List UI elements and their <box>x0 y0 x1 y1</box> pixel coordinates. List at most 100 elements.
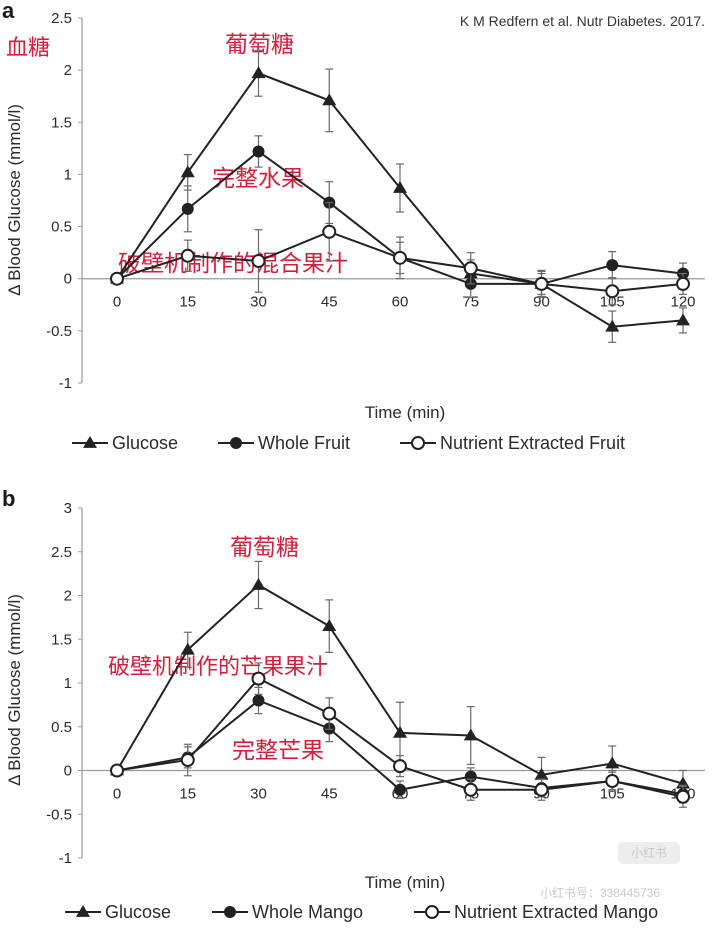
panel-b-data-point <box>251 671 266 686</box>
panel-b-data-point <box>463 782 478 797</box>
panel-a-xtick-label: 30 <box>250 294 267 311</box>
watermark-id: 小红书号：338445736 <box>540 885 660 900</box>
panel-a-annotation-whole-fruit: 完整水果 <box>212 166 304 192</box>
panel-b-ytick-label: 3 <box>64 500 72 517</box>
panel-b-data-point <box>605 774 620 788</box>
panel-b-data-point <box>534 767 549 780</box>
panel-b-ytick-label: -0.5 <box>46 806 72 823</box>
panel-a-data-point <box>393 250 407 265</box>
panel-a-xtick-label: 120 <box>670 294 695 311</box>
panel-a-legend-marker <box>83 436 97 448</box>
panel-a-series-2 <box>110 201 690 306</box>
panel-a-legend-label: Whole Fruit <box>258 433 350 453</box>
panel-b-xtick-label: 0 <box>113 786 121 803</box>
panel-b-data-point <box>393 725 407 738</box>
panel-b-legend-label: Glucose <box>105 902 171 922</box>
panel-a-ytick-label: 2.5 <box>51 10 72 27</box>
panel-a-annotation-blood-glucose: 血糖 <box>6 36 50 61</box>
panel-b-data-point <box>322 706 337 721</box>
panel-a-annotation-blended-juice: 破壁机制作的混合果汁 <box>118 251 348 277</box>
panel-a-data-point <box>181 202 194 215</box>
panel-b-legend-marker <box>425 905 439 919</box>
citation-text: K M Redfern et al. Nutr Diabetes. 2017. <box>460 13 705 29</box>
panel-b-data-point <box>394 783 406 796</box>
panel-a-xtick-label: 0 <box>113 294 121 311</box>
panel-a-data-point <box>463 261 478 276</box>
panel-a-data-point <box>605 319 620 332</box>
panel-a-data-point <box>180 248 195 263</box>
panel-a-xtick-label: 45 <box>321 294 338 311</box>
panel-a-xtick-label: 15 <box>179 294 196 311</box>
panel-a-ytick-label: 2 <box>64 62 72 79</box>
panel-b-data-point <box>463 728 478 741</box>
panel-b-series-2 <box>110 662 690 808</box>
panel-b-ylabel: Δ Blood Glucose (mmol/l) <box>5 594 24 786</box>
panel-b-ytick-label: 2 <box>64 588 72 605</box>
panel-a-xtick-label: 60 <box>392 294 409 311</box>
panel-a-data-point <box>606 259 619 272</box>
panel-b-ytick-label: 1.5 <box>51 631 72 648</box>
panel-a-ytick-label: 0 <box>64 271 72 288</box>
panel-b-annotation-glucose: 葡萄糖 <box>230 535 299 561</box>
panel-b-data-point <box>322 619 337 632</box>
panel-b-ytick-label: 1 <box>64 675 72 692</box>
panel-b-ytick-label: 0.5 <box>51 719 72 736</box>
watermark-brand: 小红书 <box>631 845 667 860</box>
watermark-badge <box>618 842 680 864</box>
panel-a-data-point <box>676 276 690 291</box>
panel-b-data-point <box>180 753 195 767</box>
panel-a-data-point <box>322 93 337 106</box>
panel-b-annotation-whole-mango: 完整芒果 <box>232 738 324 764</box>
panel-a-ytick-label: 1 <box>64 166 72 183</box>
panel-b-legend-marker <box>224 906 236 918</box>
panel-a-ytick-label: -0.5 <box>46 323 72 340</box>
panel-a-data-point <box>605 284 620 299</box>
panel-b-xtick-label: 15 <box>179 786 196 803</box>
watermark: 小红书 小红书号：338445736 <box>540 842 680 900</box>
panel-a-xtick-label: 75 <box>462 294 479 311</box>
panel-a-legend-label: Glucose <box>112 433 178 453</box>
panel-a-data-point <box>251 253 266 268</box>
panel-a-xlabel: Time (min) <box>365 403 446 422</box>
panel-b-legend-marker <box>76 905 90 917</box>
panel-b-data-point <box>110 763 124 778</box>
panel-b-xtick-label: 30 <box>250 786 267 803</box>
panel-b-ytick-label: -1 <box>59 850 72 867</box>
panel-a: a Δ Blood Glucose (mmol/l) Time (min) 血糖… <box>2 0 705 453</box>
panel-a-annotation-glucose: 葡萄糖 <box>225 32 294 58</box>
panel-b-legend-label: Whole Mango <box>252 902 363 922</box>
panel-a-legend-marker <box>411 436 425 450</box>
panel-a-letter: a <box>2 0 15 23</box>
panel-a-xtick-label: 90 <box>533 294 550 311</box>
panel-b-legend-label: Nutrient Extracted Mango <box>454 902 658 922</box>
panel-a-data-point <box>252 145 265 158</box>
panel-b-data-point <box>534 782 549 797</box>
panel-b-annotation-mango-juice: 破壁机制作的芒果果汁 <box>108 655 328 680</box>
panel-b-xtick-label: 105 <box>600 786 625 803</box>
panel-b: b Δ Blood Glucose (mmol/l) Time (min) 葡萄… <box>2 486 705 922</box>
panel-a-data-point <box>676 313 690 326</box>
panel-b-series-0 <box>110 560 690 798</box>
panel-b-data-point <box>180 642 195 655</box>
panel-b-letter: b <box>2 486 15 511</box>
panel-b-data-point <box>605 756 620 769</box>
panel-a-data-point <box>251 66 266 79</box>
panel-a-legend-marker <box>230 437 242 449</box>
panel-a-ylabel: Δ Blood Glucose (mmol/l) <box>5 104 24 296</box>
panel-b-xtick-label: 45 <box>321 786 338 803</box>
panel-a-ytick-label: -1 <box>59 375 72 392</box>
panel-a-data-point <box>534 276 549 291</box>
panel-a-data-point <box>110 271 124 286</box>
panel-b-data-point <box>393 759 407 774</box>
panel-a-ytick-label: 0.5 <box>51 219 72 236</box>
panel-b-ytick-label: 0 <box>64 763 72 780</box>
panel-b-data-point <box>676 789 690 804</box>
panel-b-ytick-label: 2.5 <box>51 544 72 561</box>
panel-a-data-point <box>322 224 337 239</box>
panel-a-legend-label: Nutrient Extracted Fruit <box>440 433 625 453</box>
panel-b-data-point <box>252 694 265 707</box>
panel-b-data-point <box>251 578 266 590</box>
panel-a-data-point <box>180 165 195 178</box>
panel-b-xlabel: Time (min) <box>365 873 446 892</box>
